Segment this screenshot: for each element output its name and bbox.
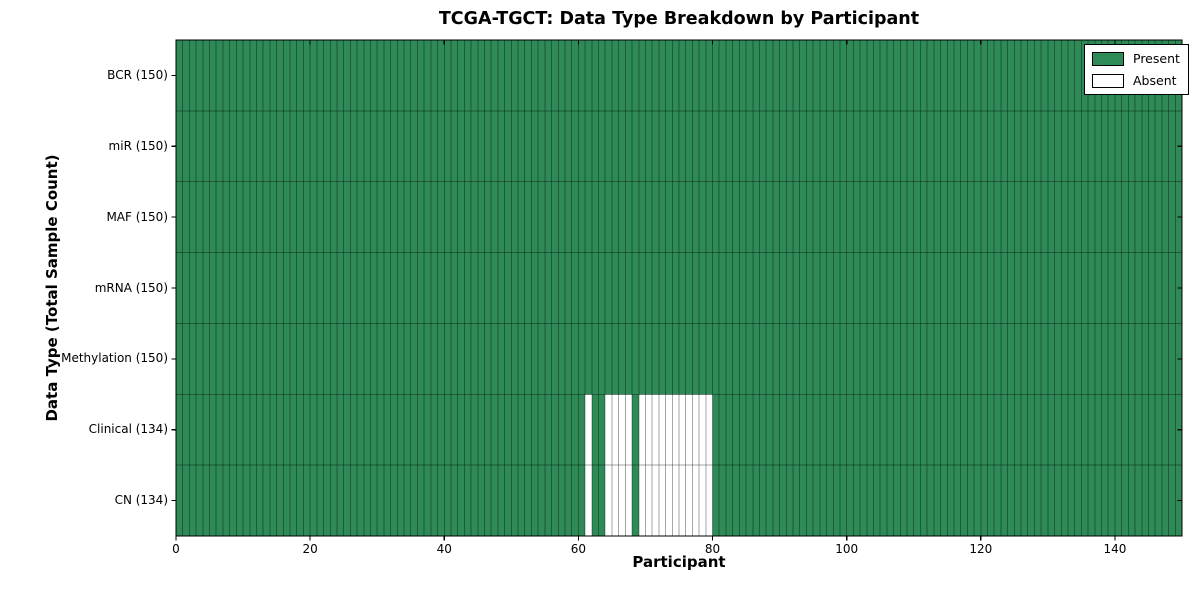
absent-cell xyxy=(658,394,666,466)
absent-cell xyxy=(705,394,713,466)
y-tick-label: BCR (150) xyxy=(107,67,168,82)
absent-cells xyxy=(585,394,713,536)
y-tick-label: miR (150) xyxy=(108,138,168,153)
x-axis-label: Participant xyxy=(632,553,726,571)
absent-cell xyxy=(679,394,686,466)
absent-cell xyxy=(638,465,646,536)
absent-cell xyxy=(645,465,653,536)
x-tick-label: 140 xyxy=(1103,542,1127,556)
x-tick-label: 40 xyxy=(436,542,452,556)
absent-cell xyxy=(705,465,713,536)
y-tick-label: MAF (150) xyxy=(106,209,168,224)
x-tick-label: 80 xyxy=(704,542,721,556)
legend-entry-absent: Absent xyxy=(1092,73,1180,88)
legend: Present Absent xyxy=(1084,44,1189,95)
x-tick-label: 100 xyxy=(835,542,859,556)
legend-label: Present xyxy=(1133,51,1180,66)
x-tick-label: 20 xyxy=(302,542,318,556)
x-tick-label: 120 xyxy=(969,542,993,556)
y-tick-label: Clinical (134) xyxy=(88,422,168,437)
x-tick-label: 0 xyxy=(172,542,180,556)
grid-lines xyxy=(176,40,1182,536)
absent-swatch-icon xyxy=(1092,73,1124,88)
x-tick-label: 60 xyxy=(570,542,587,556)
legend-label: Absent xyxy=(1133,73,1177,88)
absent-cell xyxy=(685,394,693,466)
absent-cell xyxy=(658,465,666,536)
absent-cell xyxy=(672,465,679,536)
y-tick-label: mRNA (150) xyxy=(94,280,168,295)
absent-cell xyxy=(605,465,612,536)
absent-cell xyxy=(665,394,673,466)
absent-cell xyxy=(611,465,619,536)
absent-cell xyxy=(618,465,626,536)
absent-cell xyxy=(611,394,619,466)
absent-cell xyxy=(625,394,633,466)
chart-title: TCGA-TGCT: Data Type Breakdown by Partic… xyxy=(438,9,920,29)
absent-cell xyxy=(672,394,679,466)
legend-entry-present: Present xyxy=(1092,51,1180,66)
absent-cell xyxy=(618,394,626,466)
absent-cell xyxy=(638,394,646,466)
absent-cell xyxy=(625,465,633,536)
absent-cell xyxy=(605,394,612,466)
absent-cell xyxy=(679,465,686,536)
absent-cell xyxy=(699,465,706,536)
absent-cell xyxy=(652,465,659,536)
absent-cell xyxy=(699,394,706,466)
absent-cell xyxy=(585,465,592,536)
y-tick-label: CN (134) xyxy=(114,493,168,508)
absent-cell xyxy=(665,465,673,536)
y-tick-label: Methylation (150) xyxy=(61,351,168,366)
absent-cell xyxy=(692,394,700,466)
absent-cell xyxy=(685,465,693,536)
present-swatch-icon xyxy=(1092,51,1124,66)
absent-cell xyxy=(585,394,592,466)
absent-cell xyxy=(692,465,700,536)
absent-cell xyxy=(652,394,659,466)
absent-cell xyxy=(645,394,653,466)
